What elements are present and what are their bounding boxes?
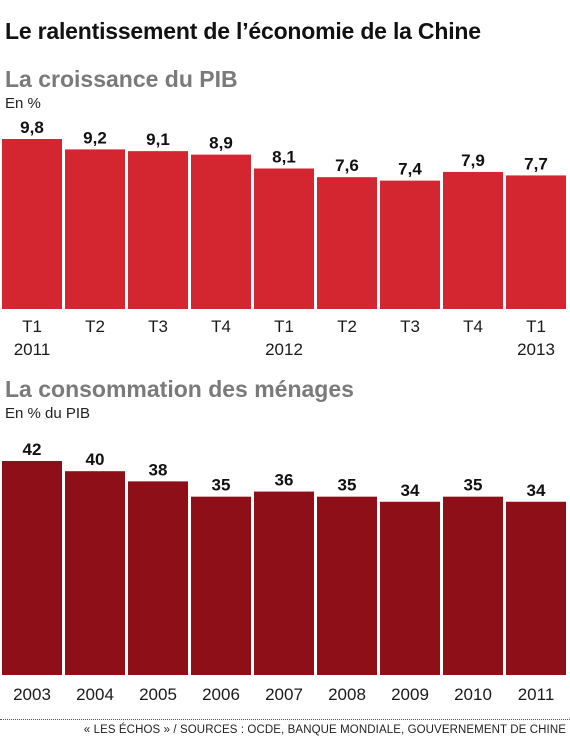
chart-0-tick-label-6-0: T3 <box>400 317 420 336</box>
chart-0-tick-label-0-0: T1 <box>22 317 42 336</box>
page-title: Le ralentissement de l’économie de la Ch… <box>5 18 481 44</box>
chart-1-tick-label-8-0: 2011 <box>518 685 555 704</box>
chart-0-bar-4 <box>254 168 314 309</box>
chart-1-tick-label-4-0: 2007 <box>265 685 303 704</box>
chart-1-tick-label-5-0: 2008 <box>328 685 366 704</box>
chart-1-value-label-5: 35 <box>338 476 357 495</box>
chart-0-value-label-1: 9,2 <box>83 128 107 147</box>
chart-0-bar-8 <box>506 175 566 309</box>
chart-0-value-label-0: 9,8 <box>20 118 44 137</box>
chart-1-tick-label-1-0: 2004 <box>76 685 114 704</box>
gdp-chart-title: La croissance du PIB <box>5 66 238 92</box>
chart-1-value-label-4: 36 <box>275 471 294 490</box>
chart-1-value-label-6: 34 <box>401 481 420 500</box>
chart-1-tick-label-3-0: 2006 <box>202 685 240 704</box>
consumption-chart-unit: En % du PIB <box>5 405 91 422</box>
chart-0-tick-label-1-0: T2 <box>85 317 105 336</box>
chart-1-tick-label-2-0: 2005 <box>139 685 177 704</box>
gdp-chart-unit: En % <box>5 95 41 112</box>
chart-1-bar-6 <box>380 501 440 675</box>
chart-1-tick-label-0-0: 2003 <box>13 685 51 704</box>
chart-0-tick-label-5-0: T2 <box>337 317 357 336</box>
chart-1-tick-label-7-0: 2010 <box>454 685 492 704</box>
chart-0-value-label-4: 8,1 <box>272 147 296 166</box>
chart-1-value-label-2: 38 <box>149 460 168 479</box>
chart-0-value-label-6: 7,4 <box>398 160 422 179</box>
chart-0-value-label-7: 7,9 <box>461 151 485 170</box>
chart-0-bar-7 <box>443 171 503 309</box>
chart-1-bar-7 <box>443 496 503 675</box>
chart-0-tick-label-8-1: 2013 <box>517 340 555 359</box>
chart-0-value-label-2: 9,1 <box>146 130 170 149</box>
chart-1-value-label-8: 34 <box>527 481 546 500</box>
chart-1-bar-4 <box>254 491 314 675</box>
chart-0-tick-label-3-0: T4 <box>211 317 231 336</box>
chart-0-tick-label-2-0: T3 <box>148 317 168 336</box>
chart-1-bar-3 <box>191 496 251 675</box>
chart-1-bar-5 <box>317 496 377 675</box>
consumption-chart-title: La consommation des ménages <box>5 376 354 402</box>
chart-0-bar-2 <box>128 151 188 309</box>
chart-0-bar-3 <box>191 154 251 309</box>
chart-1-value-label-1: 40 <box>86 450 105 469</box>
chart-1-value-label-0: 42 <box>23 440 42 459</box>
chart-0-tick-label-7-0: T4 <box>463 317 483 336</box>
chart-0-tick-label-4-0: T1 <box>274 317 294 336</box>
chart-0-tick-label-0-1: 2011 <box>14 340 51 359</box>
chart-0-tick-label-4-1: 2012 <box>265 340 303 359</box>
footer-divider <box>0 719 570 720</box>
chart-1-value-label-7: 35 <box>464 476 483 495</box>
chart-0-bar-5 <box>317 177 377 309</box>
chart-1-bar-1 <box>65 471 125 675</box>
chart-0-bar-6 <box>380 180 440 309</box>
chart-0-bar-1 <box>65 149 125 309</box>
chart-0-tick-label-8-0: T1 <box>526 317 546 336</box>
chart-1-tick-label-6-0: 2009 <box>391 685 429 704</box>
chart-1-bar-8 <box>506 501 566 675</box>
chart-0-bar-0 <box>2 139 62 309</box>
chart-0-value-label-5: 7,6 <box>335 156 359 175</box>
chart-0-value-label-8: 7,7 <box>524 154 548 173</box>
chart-0-value-label-3: 8,9 <box>209 134 233 153</box>
chart-1-bar-2 <box>128 481 188 675</box>
source-credit: « LES ÉCHOS » / SOURCES : OCDE, BANQUE M… <box>83 724 566 736</box>
chart-1-value-label-3: 35 <box>212 476 231 495</box>
chart-1-bar-0 <box>2 461 62 675</box>
